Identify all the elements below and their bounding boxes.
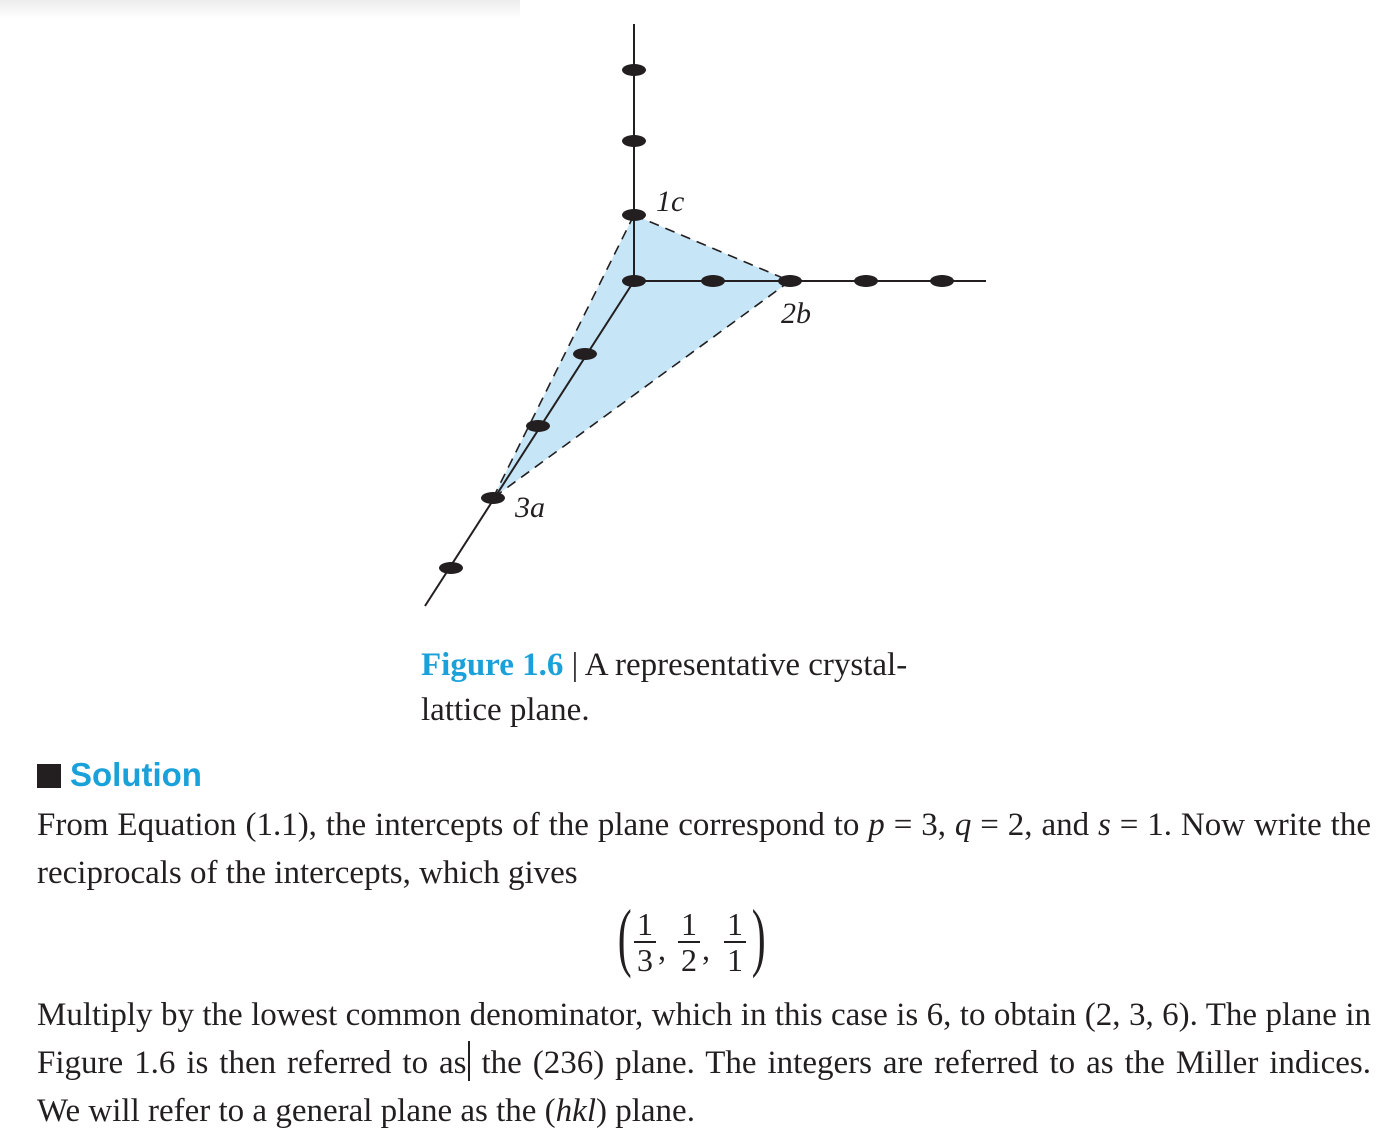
lattice-point [573, 348, 597, 360]
lattice-point [481, 492, 505, 504]
lattice-point [701, 275, 725, 287]
text-cursor [467, 1041, 470, 1081]
denominator: 1 [727, 942, 743, 978]
numerator: 1 [727, 906, 743, 942]
fraction-bar [724, 941, 746, 943]
open-paren: ( [617, 895, 632, 979]
denominator: 3 [637, 942, 653, 978]
solution-paragraph-2: Multiply by the lowest common denominato… [37, 991, 1371, 1135]
plane-edges [492, 214, 791, 499]
para2-text-c: ) plane. [596, 1093, 695, 1129]
a-axis [424, 280, 635, 607]
var-s: s [1098, 807, 1111, 843]
lattice-point [854, 275, 878, 287]
lattice-point [439, 562, 463, 574]
eq-q: = 2, and [971, 807, 1098, 843]
var-hkl: hkl [555, 1093, 596, 1129]
var-p: p [868, 807, 885, 843]
para1-text: From Equation (1.1), the intercepts of t… [37, 807, 869, 843]
eq-p: = 3, [884, 807, 955, 843]
lattice-plane [493, 215, 790, 498]
lattice-point [622, 135, 646, 147]
lattice-point [622, 209, 646, 221]
para2-text-a: Multiply by the lowest common denominato… [37, 997, 1371, 1081]
label-2b: 2b [781, 297, 811, 330]
comma: , [702, 931, 710, 967]
solution-heading-text: Solution [70, 756, 202, 793]
fraction: 1 3 [634, 907, 656, 977]
figure-number: Figure 1.6 [421, 647, 564, 683]
lattice-point [778, 275, 802, 287]
lattice-points [439, 64, 954, 574]
crystal-lattice-figure: 1c 2b 3a [424, 24, 986, 607]
solution-heading: Solution [37, 752, 202, 797]
fraction-bar [678, 941, 700, 943]
numerator: 1 [681, 906, 697, 942]
lattice-point [622, 64, 646, 76]
numerator: 1 [637, 906, 653, 942]
var-q: q [954, 807, 972, 843]
fraction: 1 1 [724, 907, 746, 977]
lattice-point [930, 275, 954, 287]
eq-s: = 1. Now write the reciprocals of the in… [37, 807, 1371, 891]
label-1c: 1c [656, 185, 684, 218]
top-shadow [0, 0, 520, 18]
lattice-point [622, 275, 646, 287]
solution-paragraph-1: From Equation (1.1), the intercepts of t… [37, 801, 1371, 897]
comma: , [658, 931, 666, 967]
fraction: 1 2 [678, 907, 700, 977]
square-bullet-icon [37, 764, 61, 788]
label-3a: 3a [514, 491, 545, 524]
close-paren: ) [751, 895, 766, 979]
denominator: 2 [681, 942, 697, 978]
figure-caption: Figure 1.6 | A representative crystal-la… [421, 643, 981, 733]
fraction-bar [634, 941, 656, 943]
caption-text: A representative crystal-lattice plane. [421, 647, 908, 728]
lattice-point [526, 420, 550, 432]
para2-text-b: the (236) plane. The integers are referr… [37, 1045, 1371, 1129]
caption-separator: | [571, 647, 579, 683]
